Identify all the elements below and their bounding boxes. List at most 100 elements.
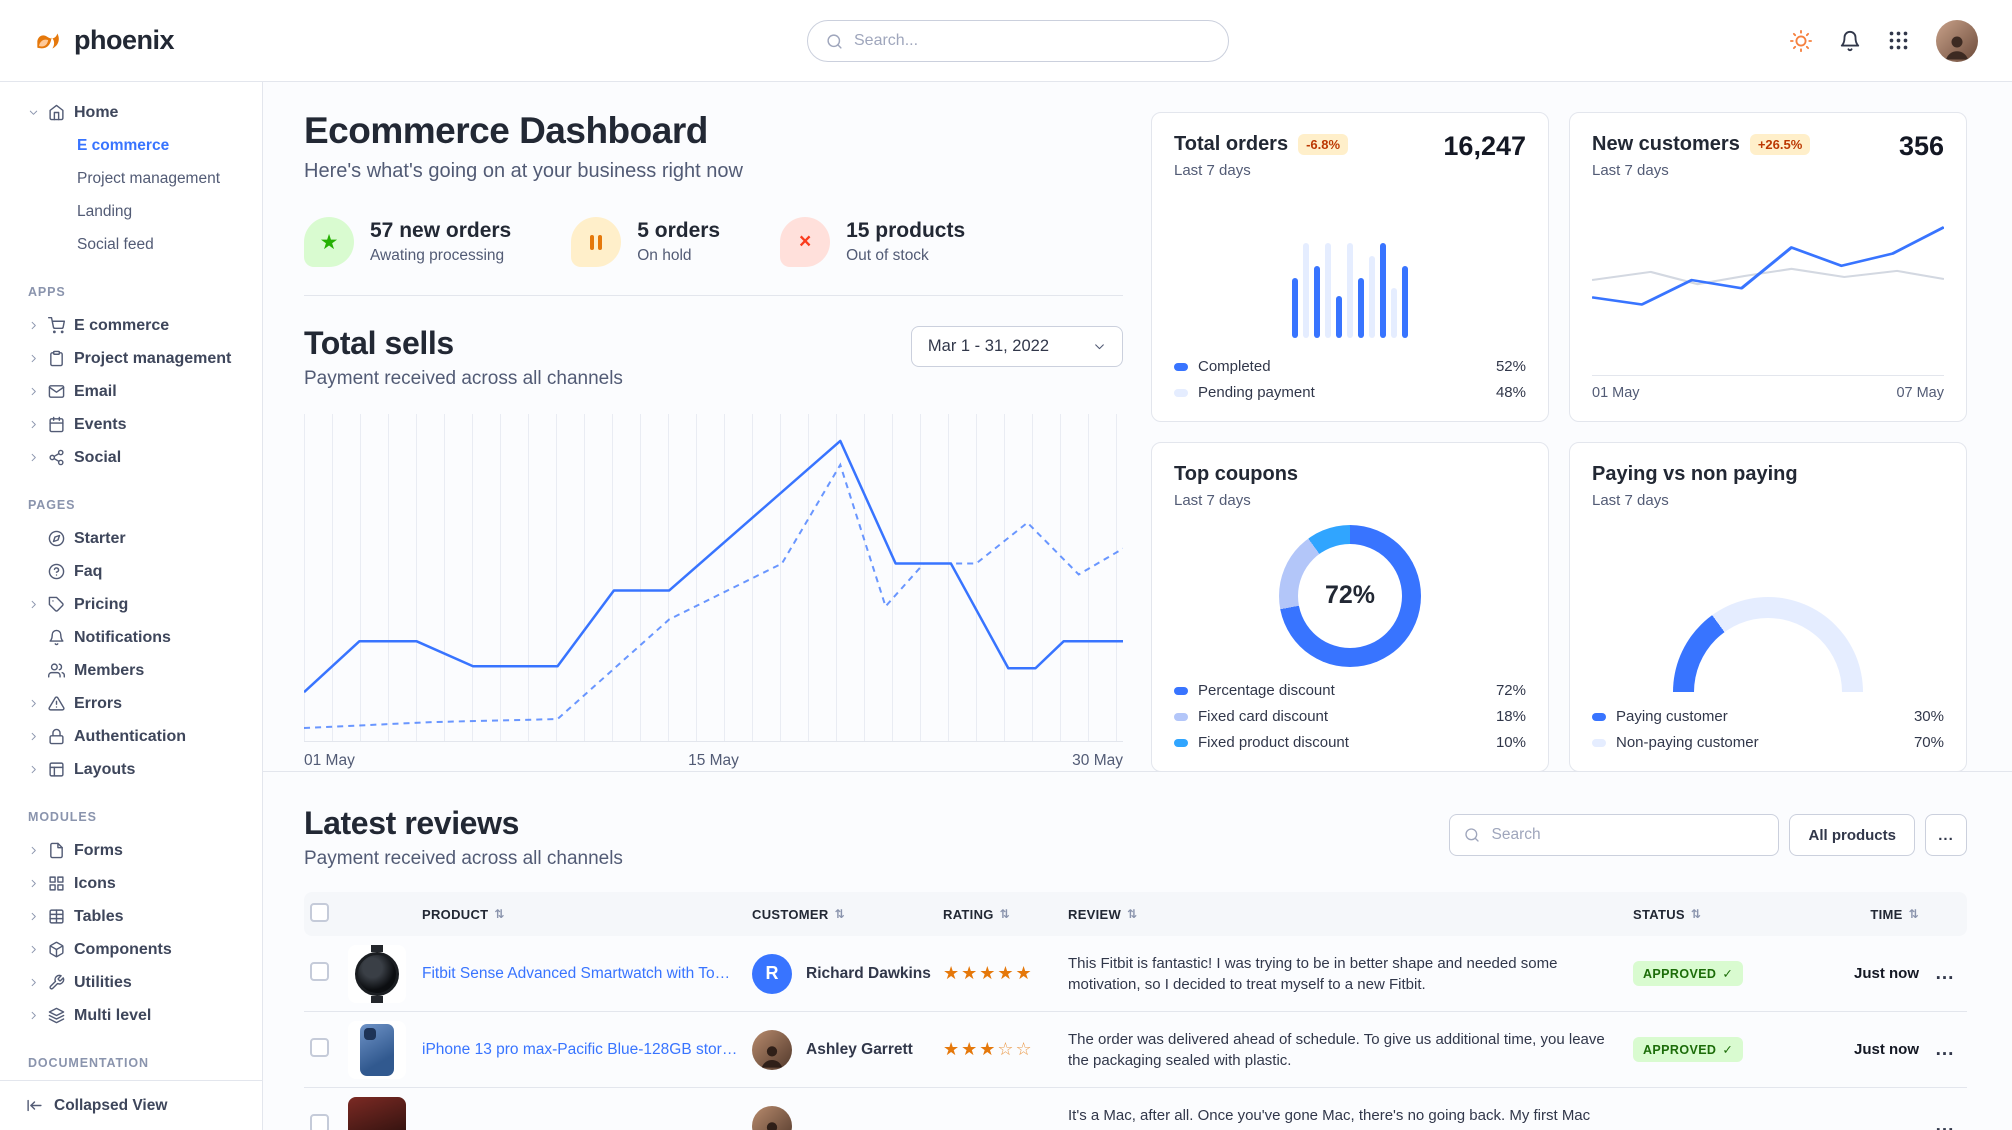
help-circle-icon [48,563,65,580]
all-products-button[interactable]: All products [1789,814,1915,856]
grid-nine-dots-icon [1888,30,1909,51]
top-navbar: phoenix [0,0,2012,82]
chevron-right-icon [28,599,39,610]
review-text: This Fitbit is fantastic! I was trying t… [1068,954,1558,993]
tag-icon [48,596,65,613]
collapse-sidebar-button[interactable]: Collapsed View [0,1080,262,1130]
legend-dot [1174,738,1188,747]
theme-toggle-button[interactable] [1790,30,1812,52]
row-checkbox[interactable] [310,1113,329,1130]
total-orders-value: 16,247 [1443,131,1526,161]
legend-row: Non-paying customer 70% [1592,734,1944,751]
bar [1314,266,1320,338]
row-actions-button[interactable]: ... [1935,1114,1955,1130]
person-icon [1942,32,1972,62]
legend-row: Fixed card discount 18% [1174,708,1526,725]
bell-icon [1839,30,1861,52]
collapse-icon [26,1097,43,1114]
legend-dot [1174,712,1188,721]
top-coupons-card: Top coupons Last 7 days 72% Percentage d… [1151,442,1549,772]
layout-icon [48,761,65,778]
total-sells-chart: 01 May 15 May 30 May [304,414,1123,770]
card-period: Last 7 days [1592,162,1669,179]
sort-icon[interactable]: ⇅ [1908,907,1919,921]
sidebar-item-home[interactable]: Home [0,96,262,129]
sidebar-item-faq[interactable]: Faq [0,555,262,588]
sidebar-subitem-project-management[interactable]: Project management [77,169,221,187]
sort-icon[interactable]: ⇅ [834,907,845,921]
total-sells-solid-line [304,439,1123,694]
legend-dot [1592,712,1606,721]
sidebar-item-events[interactable]: Events [0,408,262,441]
global-search-input[interactable] [854,32,1210,50]
row-actions-button[interactable]: ... [1935,962,1955,984]
stat-caption: Out of stock [846,247,929,264]
sidebar-item-starter[interactable]: Starter [0,522,262,555]
product-link[interactable]: iPhone 13 pro max-Pacific Blue-128GB sto… [422,1040,738,1058]
sidebar-item-ecommerce-app[interactable]: E commerce [0,309,262,342]
sidebar-item-icons[interactable]: Icons [0,867,262,900]
product-image-smartwatch [348,944,406,1003]
ellipsis-icon: ... [1938,826,1954,844]
date-range-select[interactable]: Mar 1 - 31, 2022 [910,326,1123,367]
global-search[interactable] [807,20,1229,62]
user-avatar[interactable] [1936,19,1978,62]
sidebar-item-label: Home [74,103,119,121]
latest-reviews-section: Latest reviews Payment received across a… [263,772,2012,1130]
sidebar-item-utilities[interactable]: Utilities [0,966,262,999]
apps-menu-button[interactable] [1888,30,1909,51]
quick-stats: ★ 57 new orders Awating processing 5 ord… [304,217,1123,296]
sort-icon[interactable]: ⇅ [999,907,1011,921]
sidebar-item-components[interactable]: Components [0,933,262,966]
chevron-right-icon [28,944,39,955]
clipboard-icon [48,350,65,367]
sidebar-item-notifications[interactable]: Notifications [0,621,262,654]
sidebar-section-apps: APPS [28,285,66,299]
page-subtitle: Here's what's going on at your business … [304,160,743,182]
sort-icon[interactable]: ⇅ [1127,907,1138,921]
select-all-checkbox[interactable] [310,903,329,922]
sidebar-item-email[interactable]: Email [0,375,262,408]
reviews-search-input[interactable] [1491,826,1765,844]
lock-icon [48,728,65,745]
reviews-search[interactable] [1449,814,1780,856]
sidebar-item-social[interactable]: Social [0,441,262,474]
row-actions-button[interactable]: ... [1935,1038,1955,1060]
delta-badge: -6.8% [1298,134,1349,155]
sidebar-subitem-social-feed[interactable]: Social feed [77,235,154,253]
sidebar-item-layouts[interactable]: Layouts [0,753,262,786]
sidebar-subitem-landing[interactable]: Landing [77,202,133,220]
sidebar-item-forms[interactable]: Forms [0,834,262,867]
sidebar-item-authentication[interactable]: Authentication [0,720,262,753]
stat-caption: On hold [637,247,692,264]
legend-row: Fixed product discount 10% [1174,734,1526,751]
home-icon [48,104,65,121]
status-badge: APPROVED ✓ [1633,961,1744,986]
sidebar-item-tables[interactable]: Tables [0,900,262,933]
sidebar-item-multi-level[interactable]: Multi level [0,999,262,1032]
reviews-more-button[interactable]: ... [1925,814,1967,856]
rating-stars: ★★★☆☆ [943,1039,1034,1059]
calendar-icon [48,416,65,433]
sidebar-item-project-management-app[interactable]: Project management [0,342,262,375]
sidebar-subitem-ecommerce[interactable]: E commerce [77,136,170,154]
bar [1292,278,1298,338]
sidebar-item-errors[interactable]: Errors [0,687,262,720]
row-checkbox[interactable] [310,1037,329,1057]
product-image-macbook [348,1096,406,1130]
chevron-right-icon [28,353,39,364]
sort-icon[interactable]: ⇅ [494,907,505,921]
sidebar-item-members[interactable]: Members [0,654,262,687]
notifications-button[interactable] [1839,30,1861,52]
product-link[interactable]: Fitbit Sense Advanced Smartwatch with To… [422,964,738,982]
legend-dot [1592,738,1606,747]
customer-avatar [752,1105,792,1130]
brand-logo[interactable]: phoenix [34,25,175,56]
users-icon [48,662,65,679]
sidebar-item-pricing[interactable]: Pricing [0,588,262,621]
kpi-cards: Total orders -6.8% Last 7 days 16,247 Co… [1151,112,1967,772]
sort-icon[interactable]: ⇅ [1690,907,1702,921]
row-checkbox[interactable] [310,961,329,981]
close-icon: × [780,217,831,267]
sidebar-section-documentation: DOCUMENTATION [28,1056,149,1070]
